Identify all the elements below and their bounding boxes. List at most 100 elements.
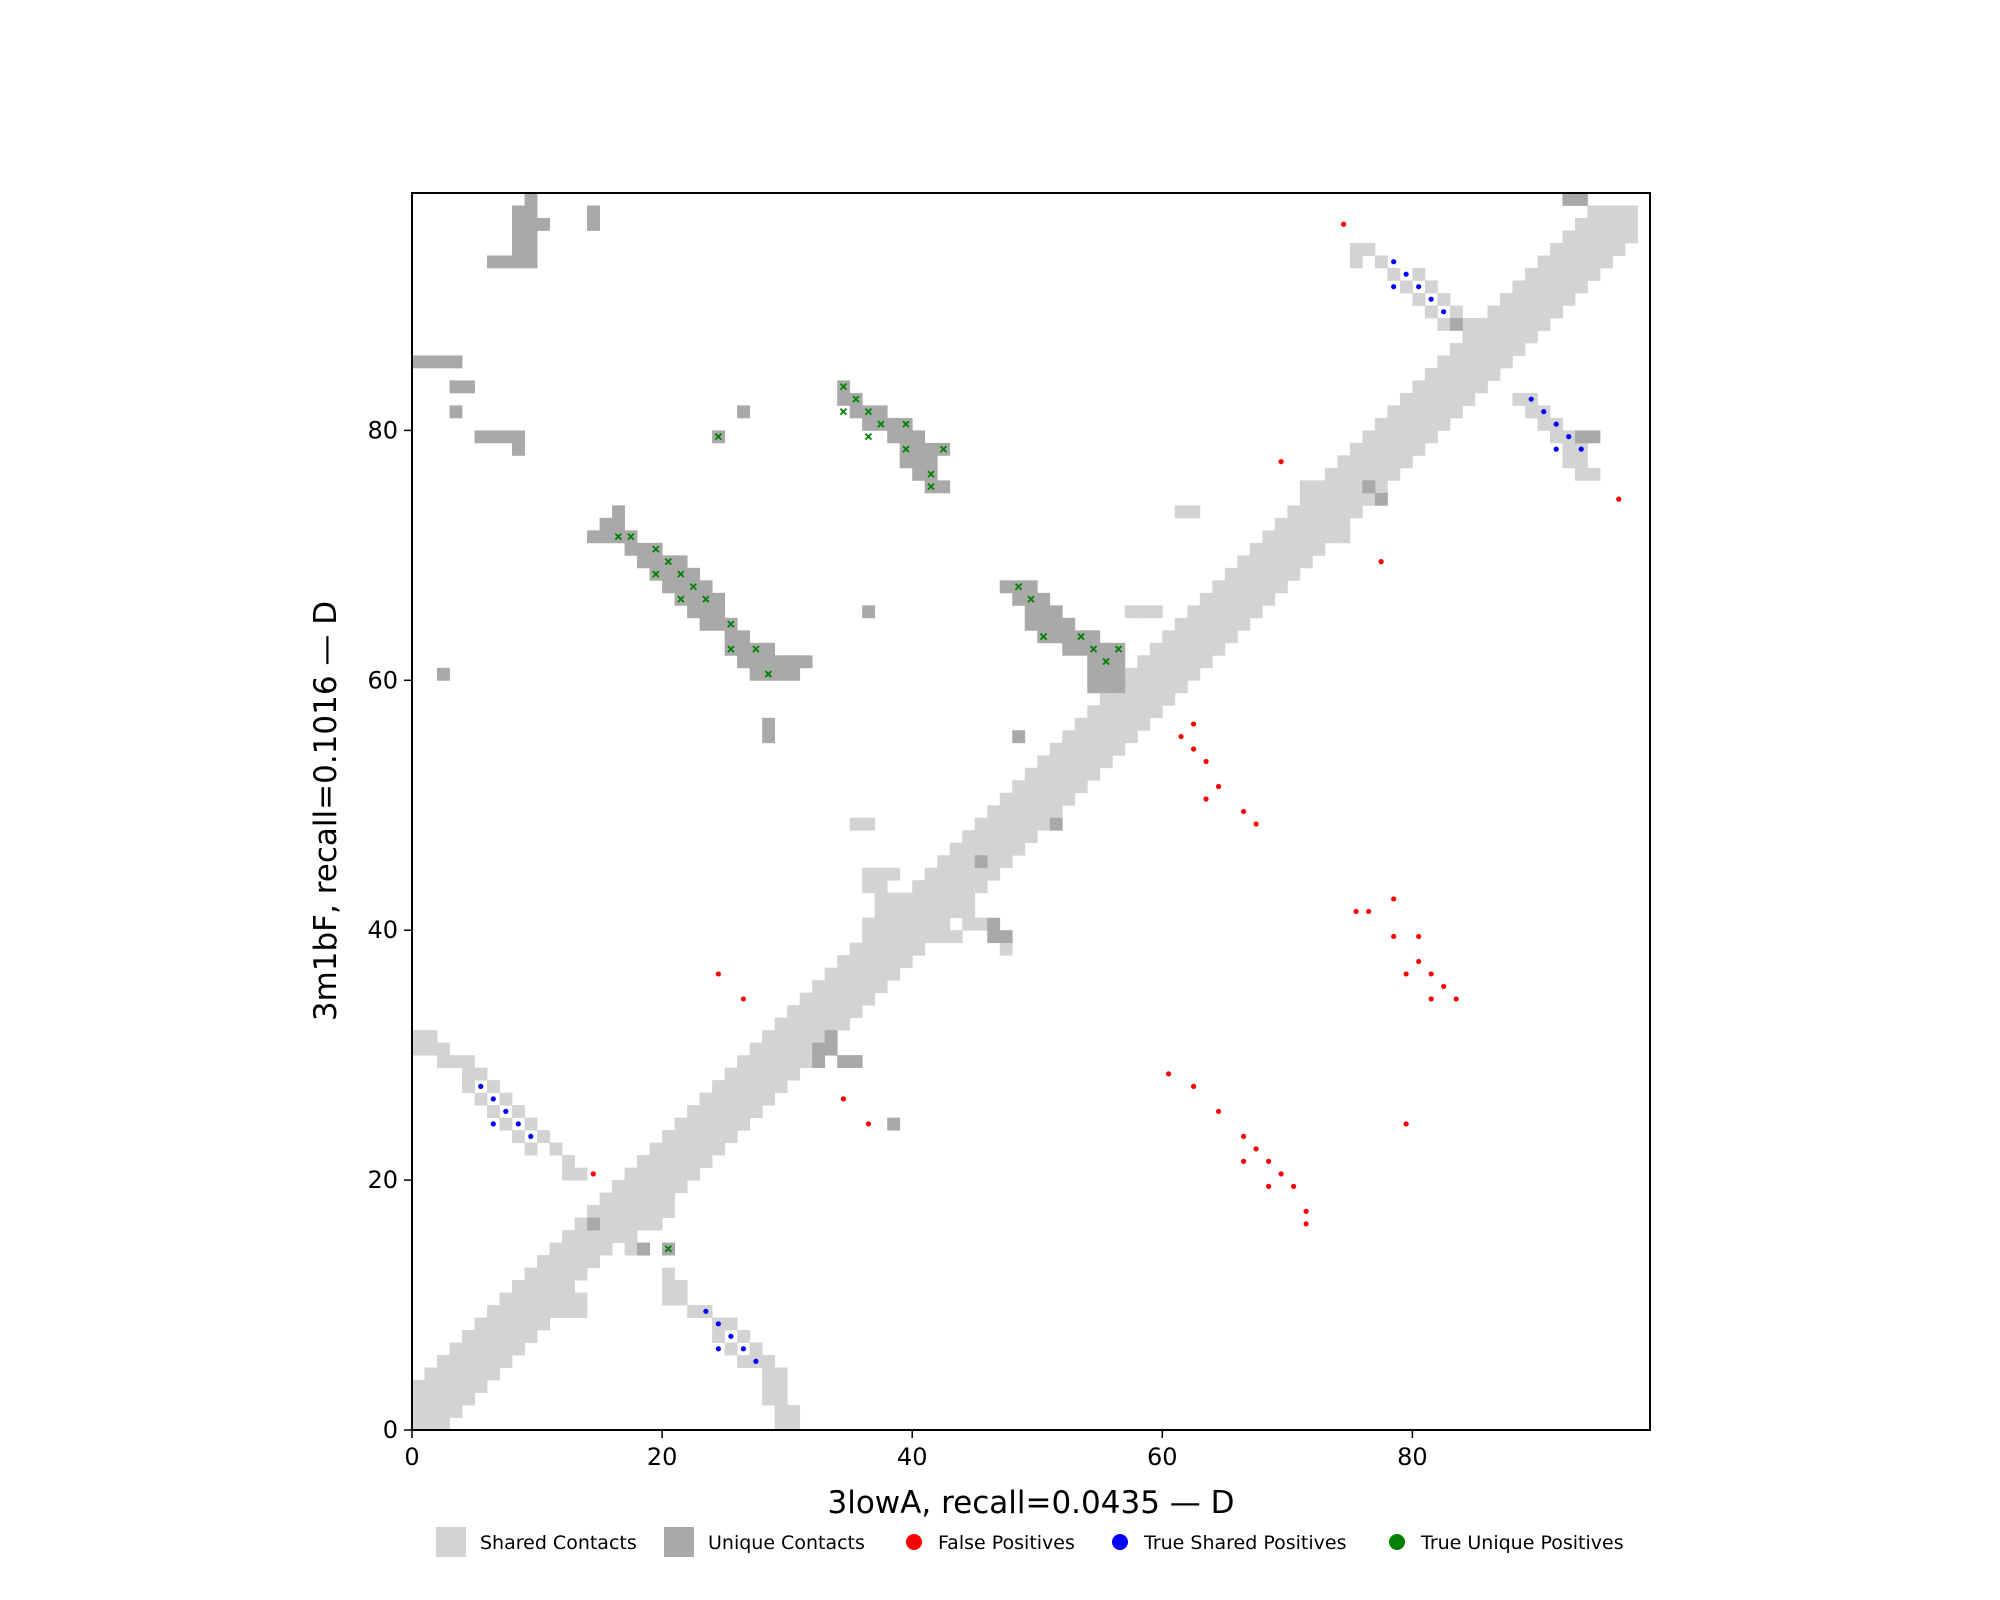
unique-contact-cell [912, 455, 926, 469]
shared-contact-cell [424, 1042, 438, 1056]
shared-contact-cell [924, 867, 938, 881]
x-tick-label: 40 [897, 1443, 928, 1471]
shared-contact-cell [524, 1330, 538, 1343]
unique-contact-cell [712, 592, 726, 606]
y-tick-label: 0 [383, 1416, 398, 1444]
shared-contact-cell [937, 855, 951, 869]
false-positive-point [1165, 1071, 1172, 1077]
shared-contact-cell [724, 1080, 738, 1094]
shared-contact-cell [462, 1367, 475, 1381]
shared-contact-cell [1087, 742, 1101, 756]
unique-contact-cell [812, 1055, 826, 1069]
shared-contact-cell [1212, 605, 1226, 619]
shared-contact-cell [749, 1042, 763, 1056]
shared-contact-cell [862, 955, 876, 969]
shared-contact-cell [1112, 705, 1126, 719]
shared-contact-cell [1474, 317, 1488, 331]
shared-contact-cell [1262, 542, 1276, 556]
unique-contact-cell [524, 205, 538, 219]
shared-contact-cell [1049, 742, 1063, 756]
shared-contact-cell [1187, 630, 1201, 644]
shared-contact-cell [1362, 467, 1376, 481]
shared-contact-cell [1424, 430, 1438, 444]
shared-contact-cell [899, 905, 913, 919]
shared-contact-cell [924, 880, 938, 894]
unique-contact-cell [1112, 655, 1126, 669]
shared-contact-cell [1349, 442, 1363, 456]
shared-contact-cell [737, 1080, 751, 1094]
shared-contact-cell [1499, 342, 1513, 356]
unique-contact-cell [924, 455, 938, 469]
shared-contact-cell [1162, 630, 1176, 644]
shared-contact-cell [424, 1405, 438, 1418]
shared-contact-cell [1524, 405, 1538, 419]
shared-contact-cell [1112, 692, 1126, 706]
shared-contact-cell [1512, 292, 1526, 306]
shared-contact-cell [999, 942, 1013, 956]
shared-contact-cell [412, 1380, 425, 1393]
shared-contact-cell [637, 1180, 650, 1193]
true-shared-positive-point [703, 1308, 709, 1314]
shared-contact-cell [1262, 530, 1276, 544]
shared-contact-cell [1149, 605, 1163, 619]
unique-contact-cell [687, 592, 701, 606]
shared-contact-cell [749, 1342, 763, 1356]
shared-contact-cell [799, 1017, 813, 1031]
false-positive-point [865, 1121, 872, 1127]
shared-contact-cell [724, 1342, 738, 1356]
true-shared-positive-point [1578, 446, 1584, 452]
shared-contact-cell [1037, 817, 1051, 831]
true-shared-positive-point [478, 1083, 484, 1089]
shared-contact-cell [924, 905, 938, 919]
shared-contact-cell [524, 1280, 538, 1293]
shared-contact-cell [912, 880, 926, 894]
shared-contact-cell [1087, 730, 1101, 744]
shared-contact-cell [424, 1030, 438, 1044]
shared-contact-cell [962, 917, 976, 931]
shared-contact-cell [637, 1155, 650, 1168]
shared-contact-cell [1149, 692, 1163, 706]
shared-contact-cell [574, 1292, 588, 1306]
x-tick-label: 0 [404, 1443, 419, 1471]
unique-contact-cell [599, 530, 613, 544]
shared-contact-cell [1187, 642, 1201, 656]
shared-contact-cell [1612, 205, 1626, 219]
shared-contact-cell [487, 1342, 500, 1356]
shared-contact-cell [599, 1242, 613, 1256]
unique-contact-cell [1112, 667, 1126, 681]
shared-contact-cell [1387, 442, 1401, 456]
true-shared-positive-point [515, 1121, 521, 1127]
unique-contact-cell [862, 605, 876, 619]
shared-contact-cell [1487, 367, 1501, 381]
shared-contact-cell [1162, 655, 1176, 669]
shared-contact-cell [1587, 267, 1601, 281]
false-positive-point [1303, 1221, 1309, 1227]
shared-contact-cell [649, 1167, 663, 1181]
false-positive-point [1403, 971, 1409, 977]
shared-contact-cell [849, 992, 863, 1006]
shared-contact-cell [1312, 542, 1326, 556]
shared-contact-cell [887, 905, 901, 919]
shared-contact-cell [799, 992, 813, 1006]
shared-contact-cell [924, 917, 938, 931]
shared-contact-cell [662, 1180, 676, 1193]
shared-contact-cell [1312, 492, 1326, 506]
shared-contact-cell [437, 1367, 450, 1381]
shared-contact-cell [874, 942, 888, 956]
shared-contact-cell [449, 1392, 463, 1406]
shared-contact-cell [1374, 467, 1388, 481]
unique-contact-cell [699, 617, 713, 631]
shared-contact-cell [749, 1092, 763, 1106]
shared-contact-cell [1262, 580, 1276, 594]
shared-contact-cell [412, 1030, 425, 1044]
true-shared-positive-point [1416, 284, 1422, 290]
shared-contact-cell [512, 1105, 525, 1119]
shared-contact-cell [912, 892, 926, 906]
shared-contact-cell [512, 1317, 525, 1331]
false-positive-point [1403, 1121, 1409, 1127]
unique-contact-cell [1099, 667, 1113, 681]
true-shared-positive-point [753, 1358, 759, 1364]
true-unique-positive-point [1014, 582, 1023, 591]
unique-contact-cell [1087, 630, 1101, 644]
shared-contact-cell [1149, 705, 1163, 719]
